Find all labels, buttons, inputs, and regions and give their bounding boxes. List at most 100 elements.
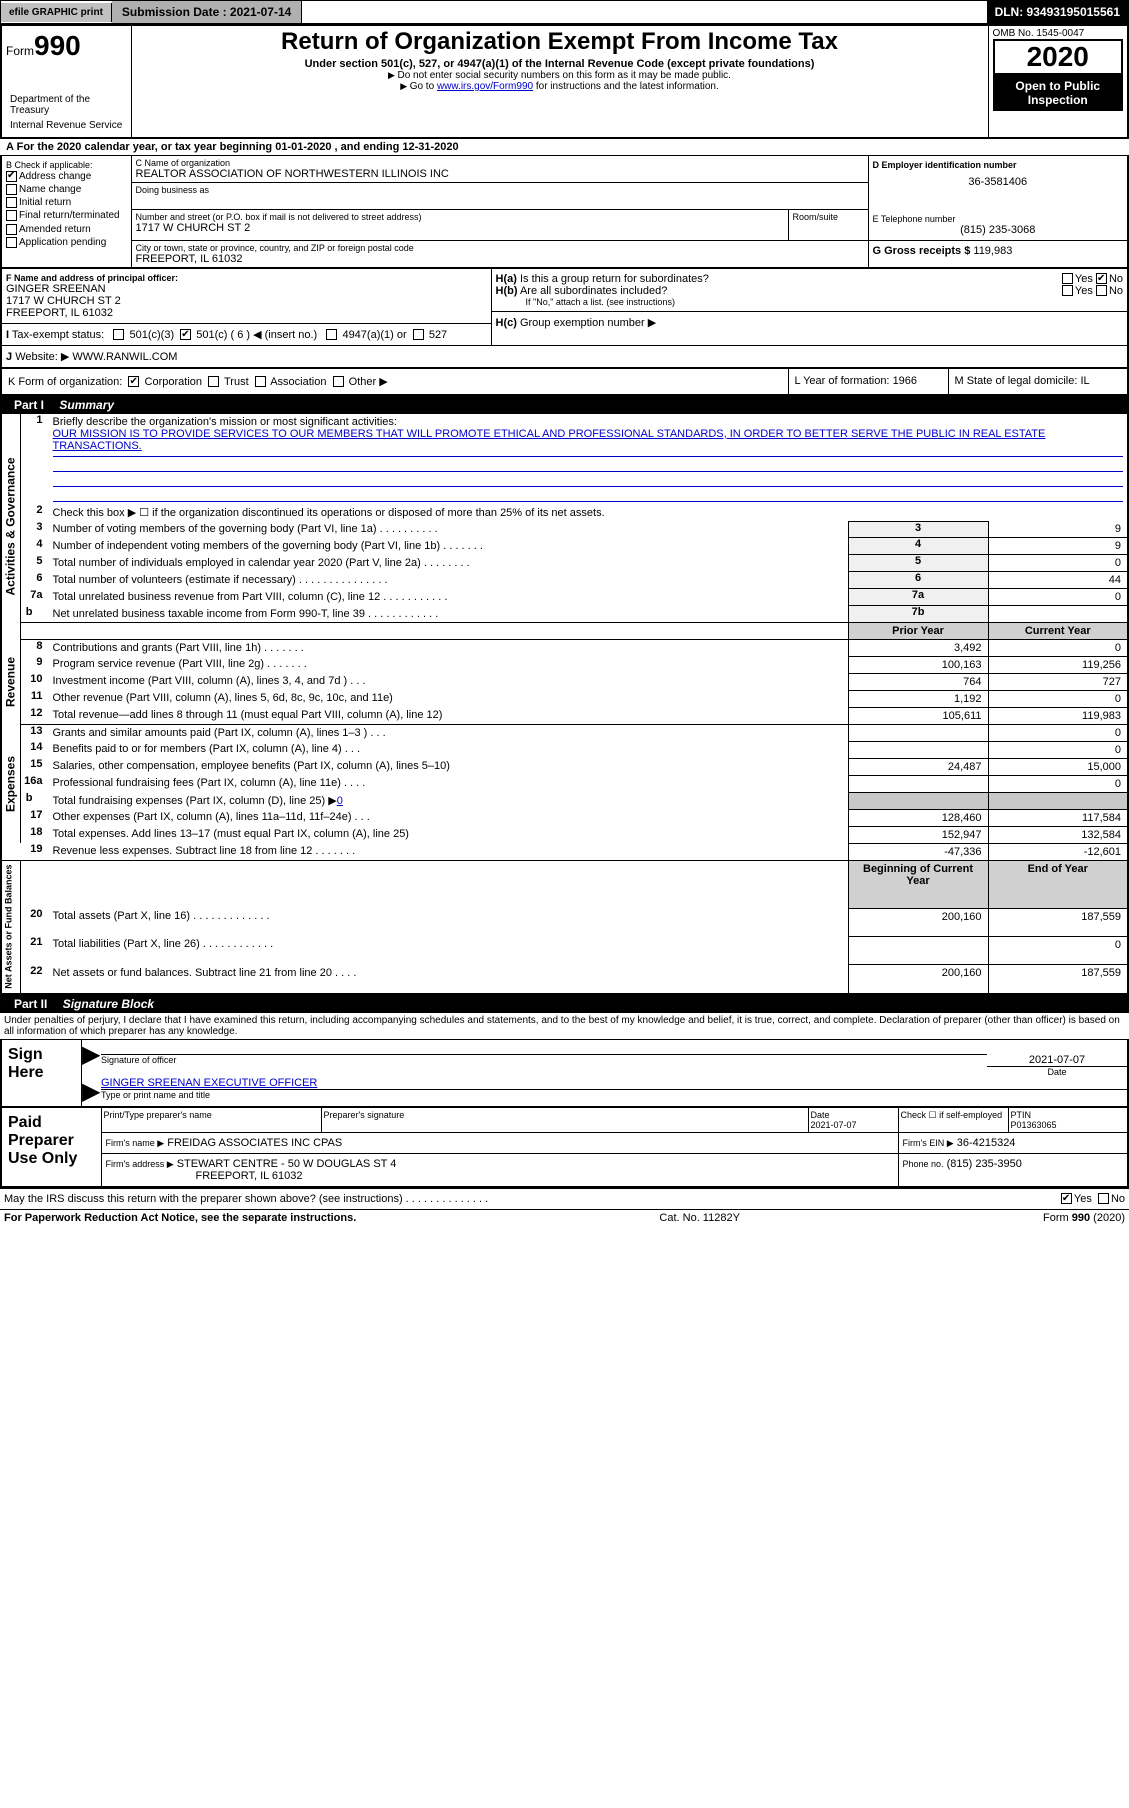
p20: 200,160 — [848, 908, 988, 936]
cb-final-return[interactable] — [6, 210, 17, 221]
cb-initial-return[interactable] — [6, 197, 17, 208]
check-self-employed: Check ☐ if self-employed — [898, 1108, 1008, 1133]
l1-label: Briefly describe the organization's miss… — [53, 416, 397, 428]
p15: 24,487 — [848, 758, 988, 775]
firm-phone: (815) 235-3950 — [947, 1158, 1022, 1170]
v5: 0 — [988, 555, 1128, 572]
cb-application-pending[interactable] — [6, 237, 17, 248]
section-f-j-table: F Name and address of principal officer:… — [0, 269, 1129, 369]
ptin: P01363065 — [1011, 1120, 1057, 1130]
l10-text: Investment income (Part VIII, column (A)… — [49, 673, 849, 690]
cb-name-change[interactable] — [6, 184, 17, 195]
l16b-pre: Total fundraising expenses (Part IX, col… — [53, 795, 337, 807]
l7b-text: Net unrelated business taxable income fr… — [49, 606, 849, 623]
preparer-table: Paid Preparer Use Only Print/Type prepar… — [0, 1108, 1129, 1188]
label-final-return: Final return/terminated — [19, 211, 120, 222]
l8-text: Contributions and grants (Part VIII, lin… — [49, 639, 849, 656]
street-label: Number and street (or P.O. box if mail i… — [136, 212, 784, 222]
form-word: Form — [6, 44, 34, 58]
cb-address-change[interactable] — [6, 171, 17, 182]
l13-text: Grants and similar amounts paid (Part IX… — [49, 724, 849, 741]
tax-year: 2020 — [993, 39, 1124, 75]
label-initial-return: Initial return — [19, 197, 71, 208]
form-header-table: Form990 Department of the Treasury Inter… — [0, 24, 1129, 139]
l9-text: Program service revenue (Part VIII, line… — [49, 656, 849, 673]
l15-text: Salaries, other compensation, employee b… — [49, 758, 849, 775]
l3-text: Number of voting members of the governin… — [49, 521, 849, 538]
current-year-hdr: Current Year — [988, 622, 1128, 639]
c15: 15,000 — [988, 758, 1128, 775]
cb-may-irs-no[interactable] — [1098, 1193, 1109, 1204]
room-label: Room/suite — [793, 212, 864, 222]
vtab-netassets: Net Assets or Fund Balances — [1, 860, 21, 994]
cb-amended[interactable] — [6, 224, 17, 235]
l21-text: Total liabilities (Part X, line 26) . . … — [49, 936, 849, 964]
efile-label: efile GRAPHIC print — [1, 3, 112, 22]
cb-hb-yes[interactable] — [1062, 285, 1073, 296]
c12: 119,983 — [988, 707, 1128, 724]
street: 1717 W CHURCH ST 2 — [136, 222, 784, 234]
part1-table: Activities & Governance 1 Briefly descri… — [0, 414, 1129, 995]
firm-addr1: STEWART CENTRE - 50 W DOUGLAS ST 4 — [177, 1158, 397, 1170]
part2-header: Part II Signature Block — [0, 995, 1129, 1013]
h-b-note: If "No," attach a list. (see instruction… — [496, 297, 1124, 307]
label-application-pending: Application pending — [19, 237, 106, 248]
cb-501c3[interactable] — [113, 329, 124, 340]
cb-trust[interactable] — [208, 376, 219, 387]
cb-assoc[interactable] — [255, 376, 266, 387]
submission-date: Submission Date : 2021-07-14 — [112, 1, 302, 23]
line-a: A For the 2020 calendar year, or tax yea… — [0, 139, 1129, 156]
v7b — [988, 606, 1128, 623]
sec-f-label: F Name and address of principal officer: — [6, 273, 487, 283]
l7a-text: Total unrelated business revenue from Pa… — [49, 589, 849, 606]
footer-left: For Paperwork Reduction Act Notice, see … — [4, 1212, 356, 1224]
vtab-activities: Activities & Governance — [1, 414, 21, 640]
officer-type-label: Type or print name and title — [101, 1089, 1127, 1100]
v4: 9 — [988, 538, 1128, 555]
firm-ein-label: Firm's EIN ▶ — [903, 1138, 954, 1148]
end-year-hdr: End of Year — [988, 860, 1128, 908]
cb-501c[interactable] — [180, 329, 191, 340]
l19-text: Revenue less expenses. Subtract line 18 … — [49, 843, 849, 860]
p10: 764 — [848, 673, 988, 690]
instr-2-link[interactable]: www.irs.gov/Form990 — [437, 81, 533, 92]
c14: 0 — [988, 741, 1128, 758]
sec-m-label: M State of legal domicile: — [955, 375, 1078, 387]
p12: 105,611 — [848, 707, 988, 724]
sec-l-label: L Year of formation: — [795, 375, 890, 387]
ein: 36-3581406 — [873, 170, 1124, 188]
p21 — [848, 936, 988, 964]
sign-here-label: Sign Here — [1, 1040, 81, 1107]
c11: 0 — [988, 690, 1128, 707]
l18-text: Total expenses. Add lines 13–17 (must eq… — [49, 826, 849, 843]
paid-preparer-label: Paid Preparer Use Only — [1, 1108, 101, 1187]
lineno-1: 1 — [21, 414, 49, 504]
sec-c-label: C Name of organization — [136, 158, 864, 168]
vtab-revenue: Revenue — [1, 639, 21, 724]
cb-527[interactable] — [413, 329, 424, 340]
cb-may-irs-yes[interactable] — [1061, 1193, 1072, 1204]
year-formation: 1966 — [893, 375, 917, 387]
officer-addr1: 1717 W CHURCH ST 2 — [6, 295, 487, 307]
l4-text: Number of independent voting members of … — [49, 538, 849, 555]
c19: -12,601 — [988, 843, 1128, 860]
l22-text: Net assets or fund balances. Subtract li… — [49, 965, 849, 994]
l17-text: Other expenses (Part IX, column (A), lin… — [49, 809, 849, 826]
city: FREEPORT, IL 61032 — [136, 253, 864, 265]
cb-other[interactable] — [333, 376, 344, 387]
c13: 0 — [988, 724, 1128, 741]
officer-name: GINGER SREENAN — [6, 283, 487, 295]
cb-ha-yes[interactable] — [1062, 273, 1073, 284]
cb-4947[interactable] — [326, 329, 337, 340]
cb-ha-no[interactable] — [1096, 273, 1107, 284]
prior-year-hdr: Prior Year — [848, 622, 988, 639]
c17: 117,584 — [988, 809, 1128, 826]
v7a: 0 — [988, 589, 1128, 606]
prep-date: 2021-07-07 — [811, 1120, 857, 1130]
l12-text: Total revenue—add lines 8 through 11 (mu… — [49, 707, 849, 724]
cb-hb-no[interactable] — [1096, 285, 1107, 296]
c8: 0 — [988, 639, 1128, 656]
cb-corp[interactable] — [128, 376, 139, 387]
phone-label: Phone no. — [903, 1159, 944, 1169]
irs-label: Internal Revenue Service — [6, 118, 127, 133]
